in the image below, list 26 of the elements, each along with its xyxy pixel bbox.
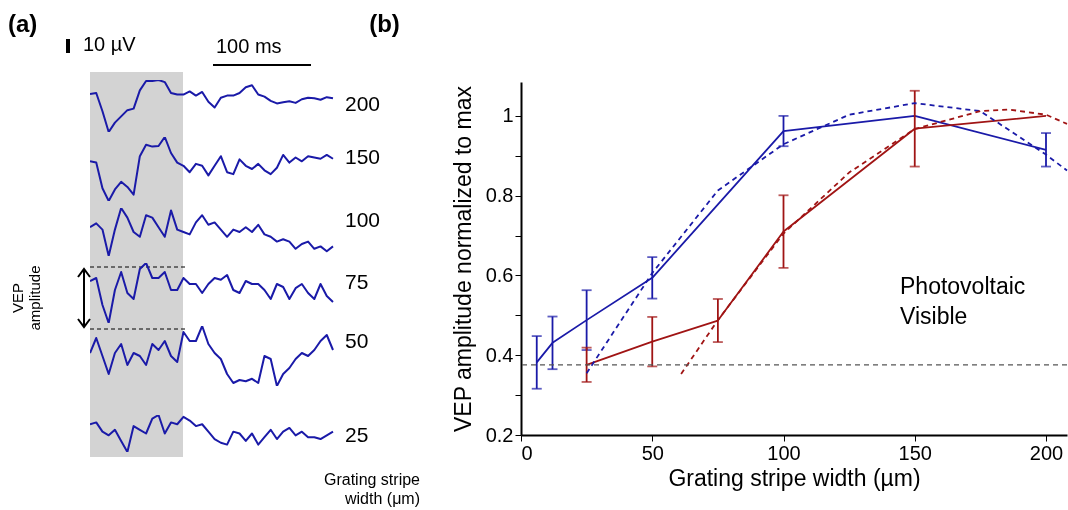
series-label: 200 bbox=[345, 92, 381, 115]
series-label: 100 bbox=[345, 208, 381, 231]
y-tick-label: 0.8 bbox=[485, 184, 514, 207]
text: Grating stripe width (μm) bbox=[323, 470, 420, 508]
series-label: 75 bbox=[345, 270, 369, 293]
annotation: Photovoltaic bbox=[900, 273, 1026, 299]
x-axis-title: Grating stripe width (µm) bbox=[668, 464, 921, 491]
x-tick-label: 150 bbox=[898, 441, 932, 464]
x-tick-label: 0 bbox=[521, 441, 533, 464]
y-tick-label: 0.2 bbox=[485, 423, 514, 446]
text: 100 ms bbox=[216, 35, 282, 58]
y-tick-label: 0.4 bbox=[485, 343, 514, 366]
y-axis-title: VEP amplitude normalized to max bbox=[449, 85, 476, 433]
text: 10 µV bbox=[83, 33, 136, 56]
x-tick-label: 200 bbox=[1029, 441, 1064, 464]
y-tick-label: 0.6 bbox=[485, 263, 514, 286]
chart-title: (a) bbox=[8, 10, 38, 38]
annotation: Visible bbox=[900, 303, 968, 329]
series-label: 25 bbox=[345, 423, 369, 446]
text: VEP amplitude bbox=[9, 265, 43, 331]
x-tick-label: 100 bbox=[767, 441, 801, 464]
x-tick-label: 50 bbox=[641, 441, 664, 464]
series-label: 50 bbox=[345, 329, 369, 352]
series-label: 150 bbox=[345, 145, 381, 168]
y-tick-label: 1 bbox=[502, 104, 514, 127]
chart-title: (b) bbox=[369, 10, 400, 37]
